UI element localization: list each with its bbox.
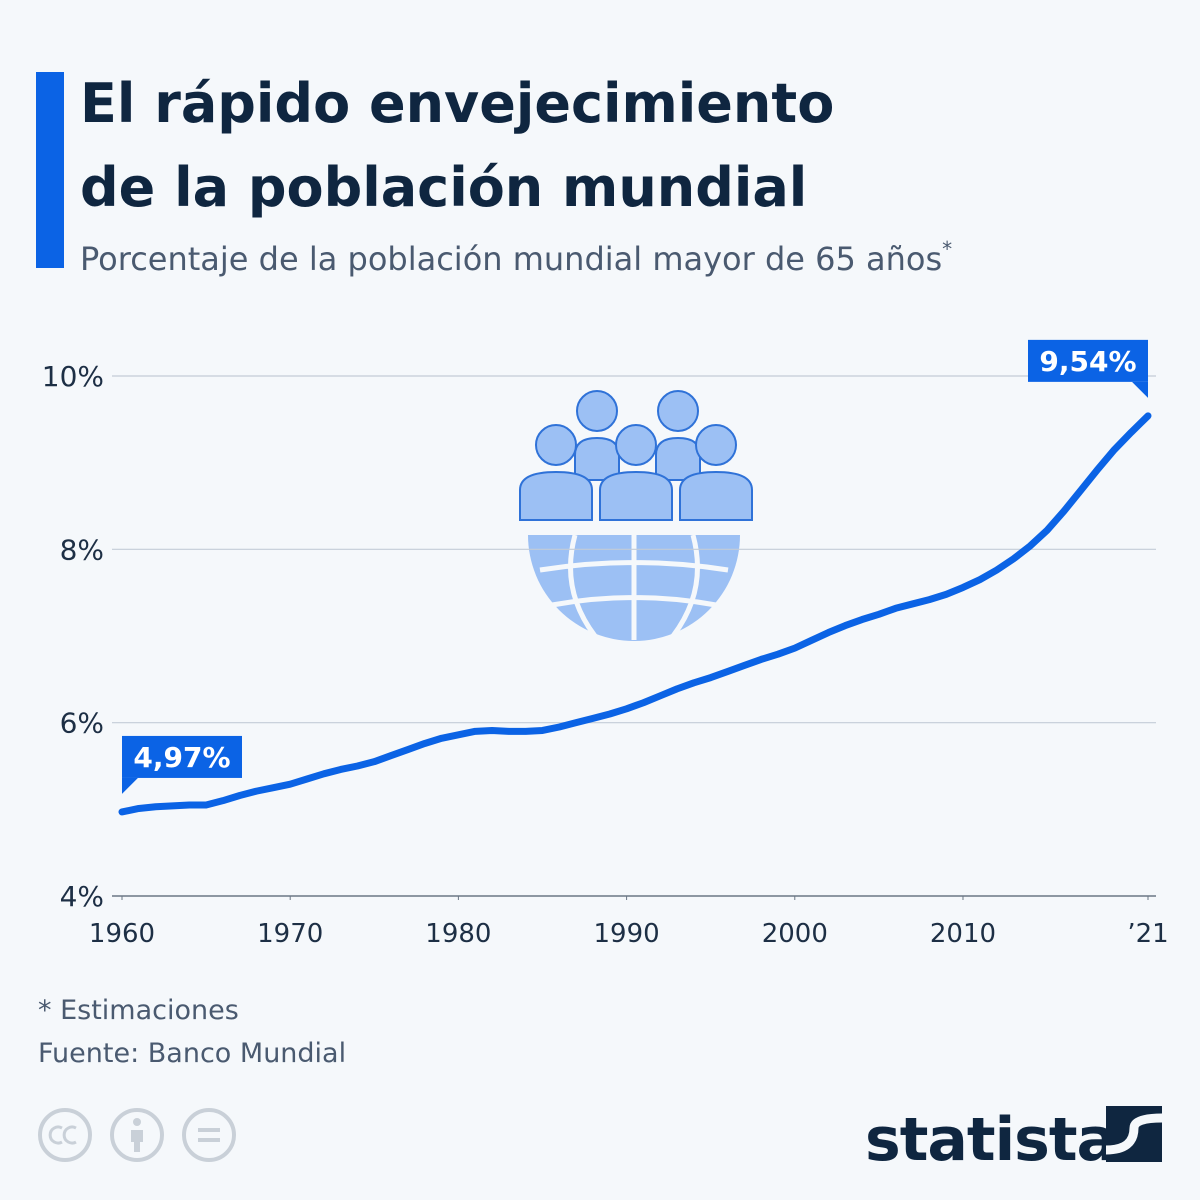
- x-tick-label: ’21: [1127, 919, 1168, 949]
- source: Fuente: Banco Mundial: [38, 1038, 346, 1069]
- x-tick-label: 2000: [762, 919, 828, 949]
- x-tick-label: 1970: [257, 919, 323, 949]
- callout-box: [122, 735, 242, 778]
- callout-pointer: [122, 777, 138, 794]
- chart-title: de la población mundial: [80, 156, 807, 219]
- license-icons: [38, 1108, 236, 1162]
- data-line: [118, 412, 1152, 816]
- y-tick-label: 8%: [60, 533, 104, 566]
- people-globe-icon: [519, 390, 753, 641]
- chart-title: El rápido envejecimiento: [80, 72, 834, 135]
- title-accent: [36, 72, 64, 268]
- value-label: 4,97%: [133, 741, 230, 774]
- value-callout: 4,97%: [122, 735, 242, 794]
- subtitle-text: Porcentaje de la población mundial mayor…: [80, 240, 942, 278]
- x-tick-label: 1990: [594, 919, 660, 949]
- brand-logo: statista: [865, 1105, 1116, 1175]
- chart-subtitle: Porcentaje de la población mundial mayor…: [80, 237, 952, 278]
- x-tick-label: 2010: [930, 919, 996, 949]
- callout-box: [1028, 339, 1148, 382]
- x-tick-label: 1960: [89, 919, 155, 949]
- x-tick-label: 1980: [425, 919, 491, 949]
- brand-mark: [1105, 1106, 1163, 1162]
- y-tick-label: 6%: [60, 707, 104, 740]
- y-tick-label: 10%: [42, 360, 104, 393]
- value-callout: 9,54%: [1028, 339, 1148, 398]
- footnote: * Estimaciones: [38, 995, 239, 1026]
- y-tick-label: 4%: [60, 880, 104, 913]
- callout-pointer: [1132, 381, 1148, 398]
- value-label: 9,54%: [1039, 345, 1136, 378]
- subtitle-marker: *: [942, 237, 952, 261]
